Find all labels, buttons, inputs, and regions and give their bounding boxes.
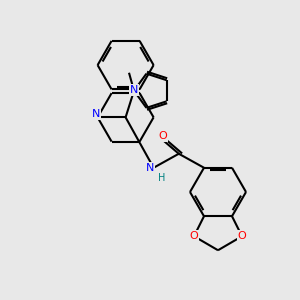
Text: O: O [190, 231, 198, 241]
Text: N: N [92, 110, 100, 119]
Text: N: N [130, 85, 138, 95]
Text: N: N [146, 163, 154, 173]
Text: O: O [238, 231, 246, 241]
Text: H: H [158, 173, 165, 183]
Text: O: O [158, 131, 167, 141]
